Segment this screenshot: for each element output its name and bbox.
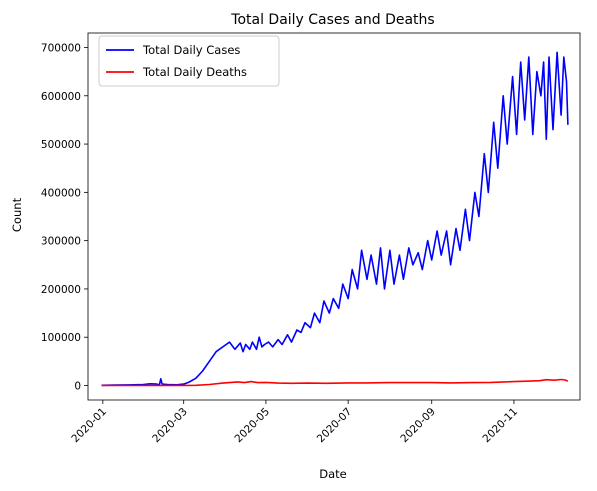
y-tick-label: 200000 [41, 284, 81, 296]
x-axis-label: Date [319, 467, 347, 481]
series-line-0 [101, 51, 569, 387]
y-tick-label: 400000 [41, 187, 81, 199]
x-tick-label: 2020-07 [315, 406, 355, 446]
y-tick-label: 0 [74, 381, 81, 393]
axes-frame [87, 32, 581, 401]
y-tick-label: 700000 [41, 42, 81, 54]
x-axis: 2020-01 2020-03 2020-05 2020-07 2020-09 2020-… [69, 400, 520, 445]
y-axis: 0 100000 200000 300000 400000 500000 600000 700… [41, 42, 88, 393]
y-tick-label: 100000 [41, 332, 81, 344]
plot-area [87, 32, 581, 401]
x-tick-label: 2020-09 [398, 406, 438, 446]
y-tick-label: 600000 [41, 91, 81, 103]
legend-label-cases: Total Daily Cases [142, 43, 240, 57]
x-tick-label: 2020-11 [481, 406, 521, 446]
chart-title: Total Daily Cases and Deaths [230, 12, 434, 28]
y-tick-label: 300000 [41, 236, 81, 248]
x-tick-label: 2020-05 [233, 406, 273, 446]
series-lines [101, 51, 569, 387]
legend: Total Daily Cases Total Daily Deaths [98, 35, 280, 87]
x-tick-label: 2020-03 [150, 406, 190, 446]
series-line-1 [101, 378, 569, 387]
y-tick-label: 500000 [41, 139, 81, 151]
legend-box [98, 35, 280, 87]
legend-label-deaths: Total Daily Deaths [142, 65, 247, 79]
y-axis-label: Count [10, 197, 24, 232]
x-tick-label: 2020-01 [69, 406, 109, 446]
